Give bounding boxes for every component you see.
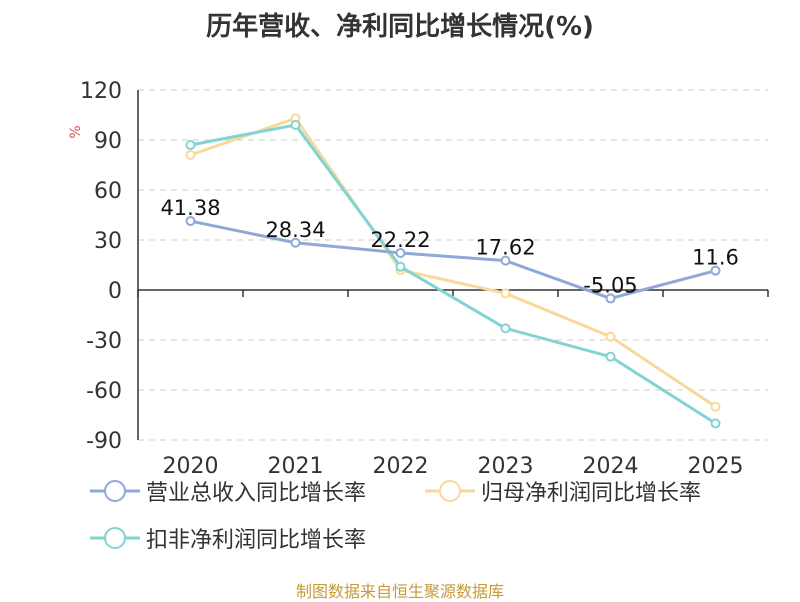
legend-item-net-profit[interactable]: 归母净利润同比增长率 — [425, 475, 701, 507]
legend-label: 扣非净利润同比增长率 — [146, 528, 367, 553]
legend-item-deducted-profit[interactable]: 扣非净利润同比增长率 — [90, 522, 366, 554]
legend-label: 归母净利润同比增长率 — [481, 481, 702, 506]
data-point — [185, 150, 196, 160]
legend-marker-icon — [425, 480, 475, 502]
data-point — [605, 293, 616, 304]
y-tick-label: 90 — [94, 129, 122, 154]
y-tick-label: 0 — [108, 279, 122, 304]
y-axis-label: % — [68, 125, 84, 138]
data-point — [710, 401, 721, 412]
data-point — [605, 331, 616, 342]
x-tick-label: 2023 — [478, 454, 534, 479]
x-tick-label: 2021 — [268, 454, 324, 479]
chart-title: 历年营收、净利同比增长情况(%) — [206, 12, 594, 42]
y-tick-label: 30 — [94, 229, 122, 254]
data-label: 22.22 — [370, 228, 430, 252]
data-point — [395, 247, 406, 258]
data-label: -5.05 — [583, 273, 637, 297]
source-note: 制图数据来自恒生聚源数据库 — [295, 582, 504, 601]
y-tick-label: -30 — [86, 329, 122, 354]
label-layer: 41.38 28.34 22.22 17.62 -5.05 11.6 — [160, 196, 738, 297]
y-tick-label: -90 — [86, 429, 122, 454]
data-point — [290, 237, 301, 248]
legend-marker-icon — [90, 527, 140, 549]
grid-layer — [138, 89, 768, 441]
data-point — [185, 216, 196, 227]
data-point — [605, 351, 616, 362]
legend-marker-icon — [90, 480, 140, 502]
data-point — [395, 261, 406, 272]
y-tick-label: 120 — [80, 79, 122, 104]
x-tick-label: 2022 — [373, 454, 429, 479]
series-line — [190, 123, 717, 425]
data-point — [500, 255, 511, 266]
data-point — [500, 323, 511, 334]
series-line — [190, 219, 716, 300]
y-tick-label: -60 — [86, 379, 122, 404]
data-point — [710, 265, 721, 276]
axis-layer: 120 90 60 30 0 -30 -60 -90 2020 2021 2022 2023 2024 2… — [80, 79, 769, 479]
data-label: 11.6 — [692, 246, 739, 270]
y-tick-label: 60 — [94, 179, 122, 204]
x-tick-label: 2024 — [583, 454, 639, 479]
legend-label: 营业总收入同比增长率 — [146, 481, 367, 506]
data-point — [185, 140, 196, 150]
x-tick-label: 2025 — [688, 454, 744, 479]
data-point — [710, 418, 721, 429]
x-tick-label: 2020 — [163, 454, 219, 479]
data-point — [290, 120, 301, 130]
data-point — [500, 288, 511, 299]
legend-item-revenue[interactable]: 营业总收入同比增长率 — [90, 475, 366, 507]
data-label: 17.62 — [475, 236, 535, 260]
series-layer — [185, 113, 721, 429]
series-line — [190, 116, 717, 408]
data-label: 28.34 — [265, 218, 325, 242]
data-label: 41.38 — [160, 196, 220, 220]
